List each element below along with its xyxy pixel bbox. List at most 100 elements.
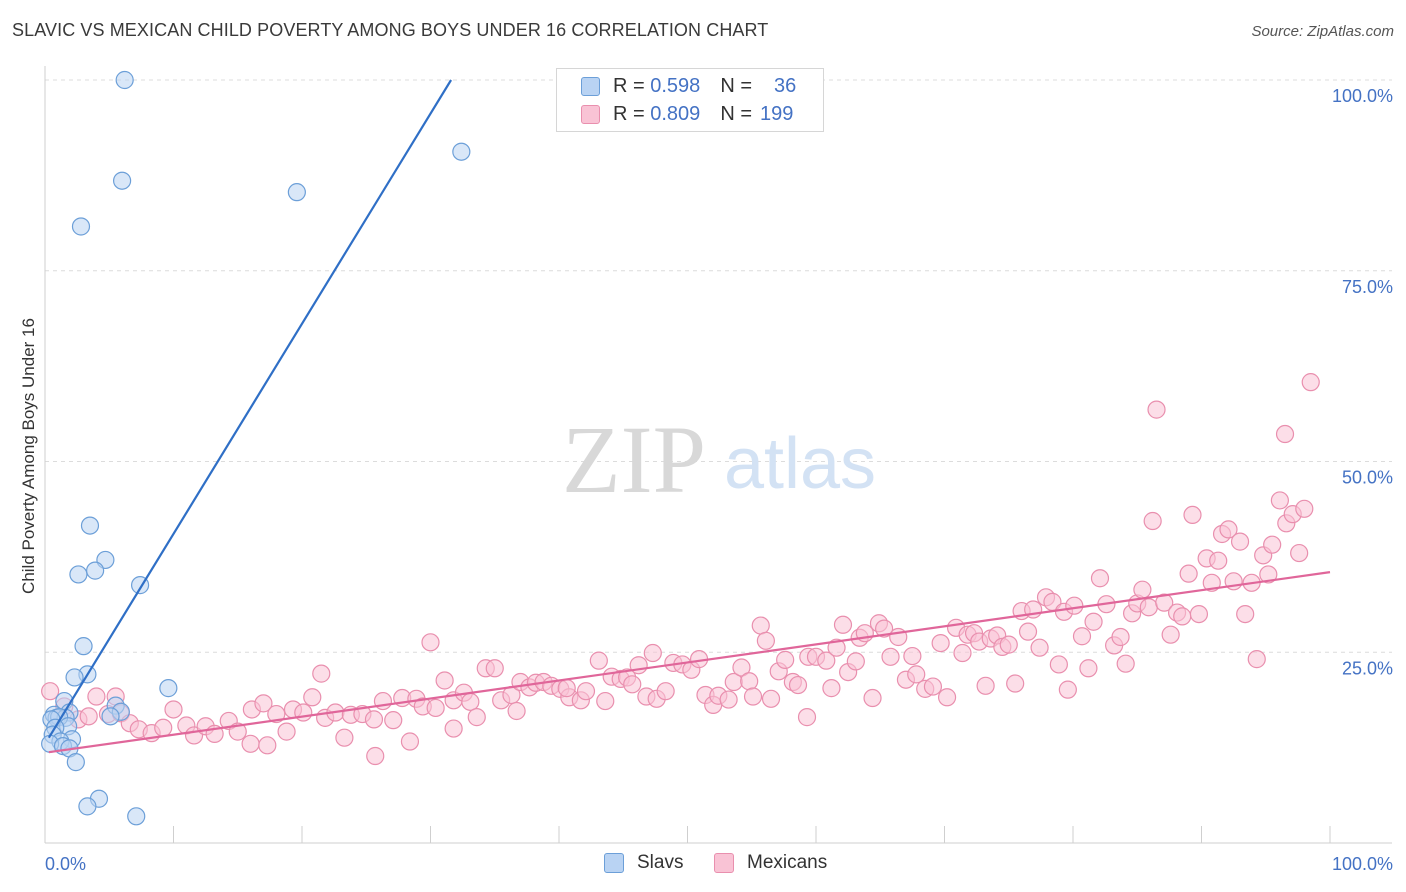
slavs-r-value: 0.598 (650, 74, 701, 97)
mexicans-point (41, 682, 60, 701)
mexicans-point (1270, 491, 1289, 510)
source-label: Source: ZipAtlas.com (1251, 23, 1394, 40)
x-tick-label: 100.0% (1332, 854, 1393, 874)
slavs-point (127, 807, 146, 826)
mexicans-point (1263, 535, 1282, 554)
mexicans-point (364, 710, 384, 729)
mexicans-point (1290, 543, 1309, 563)
mexicans-n-label: N = (720, 102, 752, 125)
mexicans-point (421, 633, 440, 652)
mexicans-point (1084, 612, 1103, 631)
mexicans-point (1072, 627, 1092, 646)
mexicans-point (1079, 659, 1098, 678)
mexicans-point (1111, 627, 1130, 647)
mexicans-r-value: 0.809 (650, 102, 701, 125)
mexicans-swatch (581, 104, 600, 124)
mexicans-point (881, 647, 900, 666)
mexicans-point (937, 688, 957, 707)
mexicans-point (596, 691, 615, 711)
mexicans-point (1189, 604, 1209, 624)
slavs-point (86, 561, 105, 580)
watermark-zip: ZIP (562, 406, 706, 513)
mexicans-point (303, 688, 322, 707)
mexicans-point (461, 692, 480, 711)
mexicans-point (435, 671, 454, 690)
slavs-point (159, 679, 178, 698)
mexicans-point (258, 736, 277, 755)
mexicans-point (863, 688, 882, 708)
slavs-point (78, 797, 97, 816)
mexicans-point (822, 679, 841, 698)
mexicans-point (976, 676, 995, 695)
mexicans-point (1155, 593, 1174, 612)
mexicans-point (740, 672, 759, 691)
y-tick-label: 100.0% (1332, 86, 1393, 106)
slavs-n-value: 36 (774, 74, 797, 97)
slavs-point (65, 668, 84, 687)
mexicans-n-value: 199 (760, 102, 794, 125)
mexicans-point (312, 664, 331, 683)
tick-labels: 25.0% 50.0% 75.0% 100.0% 0.0% 100.0% (45, 86, 1393, 874)
mexicans-point (1275, 424, 1295, 444)
slavs-point (66, 753, 85, 772)
y-tick-label: 75.0% (1342, 277, 1393, 297)
mexicans-point (827, 638, 846, 657)
mexicans-point (507, 701, 526, 721)
mexicans-point (643, 643, 662, 663)
slavs-point (287, 183, 306, 202)
mexicans-point (154, 718, 173, 737)
mexicans-point (1219, 520, 1238, 539)
mexicans-point (788, 675, 808, 695)
mexicans-point (732, 658, 751, 677)
bottom-legend-mexicans: Mexicans (714, 852, 827, 874)
slavs-point (101, 707, 120, 726)
mexicans-point (87, 687, 106, 706)
mexicans-point (1143, 511, 1162, 531)
legend-row-mexicans: R = 0.809 N = 199 (581, 101, 793, 127)
mexicans-point (335, 728, 354, 747)
y-tick-label: 25.0% (1342, 658, 1393, 678)
mexicans-point (254, 694, 273, 713)
mexicans-point (656, 682, 675, 701)
slavs-point (112, 171, 132, 190)
mexicans-point (444, 719, 463, 738)
mexicans-point (751, 616, 770, 635)
mexicans-point (923, 677, 943, 696)
mexicans-point (1295, 499, 1314, 518)
mexicans-point (1006, 674, 1025, 693)
bottom-slavs-label: Slavs (637, 852, 684, 873)
mexicans-point (1030, 638, 1049, 657)
mexicans-point (576, 682, 596, 701)
axes (44, 66, 1392, 844)
mexicans-point (277, 722, 296, 741)
grid-lines (45, 79, 1392, 653)
bottom-mexicans-label: Mexicans (747, 852, 828, 873)
mexicans-point (1230, 532, 1250, 551)
mexicans-point (1173, 607, 1192, 626)
bottom-mexicans-swatch (714, 853, 734, 873)
watermark-atlas: atlas (724, 424, 876, 504)
mexicans-point (267, 704, 286, 724)
mexicans-point (1161, 625, 1180, 644)
mexicans-point (1116, 654, 1135, 673)
mexicans-point (384, 711, 403, 730)
mexicans-point (1301, 373, 1320, 392)
mexicans-point (1065, 596, 1084, 615)
slavs-point (115, 70, 134, 90)
mexicans-point (623, 675, 642, 694)
mexicans-point (164, 700, 183, 719)
mexicans-point (1147, 400, 1166, 419)
mexicans-point (817, 651, 836, 670)
x-tick-label: 0.0% (45, 854, 86, 874)
mexicans-point (557, 679, 576, 698)
slavs-point (69, 565, 88, 584)
mexicans-point (846, 652, 865, 671)
mexicans-point (756, 631, 775, 650)
slavs-n-label: N = (720, 74, 752, 97)
mexicans-point (1058, 680, 1077, 699)
slavs-r-label: R = (613, 74, 645, 97)
slavs-swatch (581, 76, 600, 96)
mexicans-point (366, 746, 385, 766)
mexicans-point (1090, 569, 1110, 588)
mexicans-point (485, 659, 504, 678)
